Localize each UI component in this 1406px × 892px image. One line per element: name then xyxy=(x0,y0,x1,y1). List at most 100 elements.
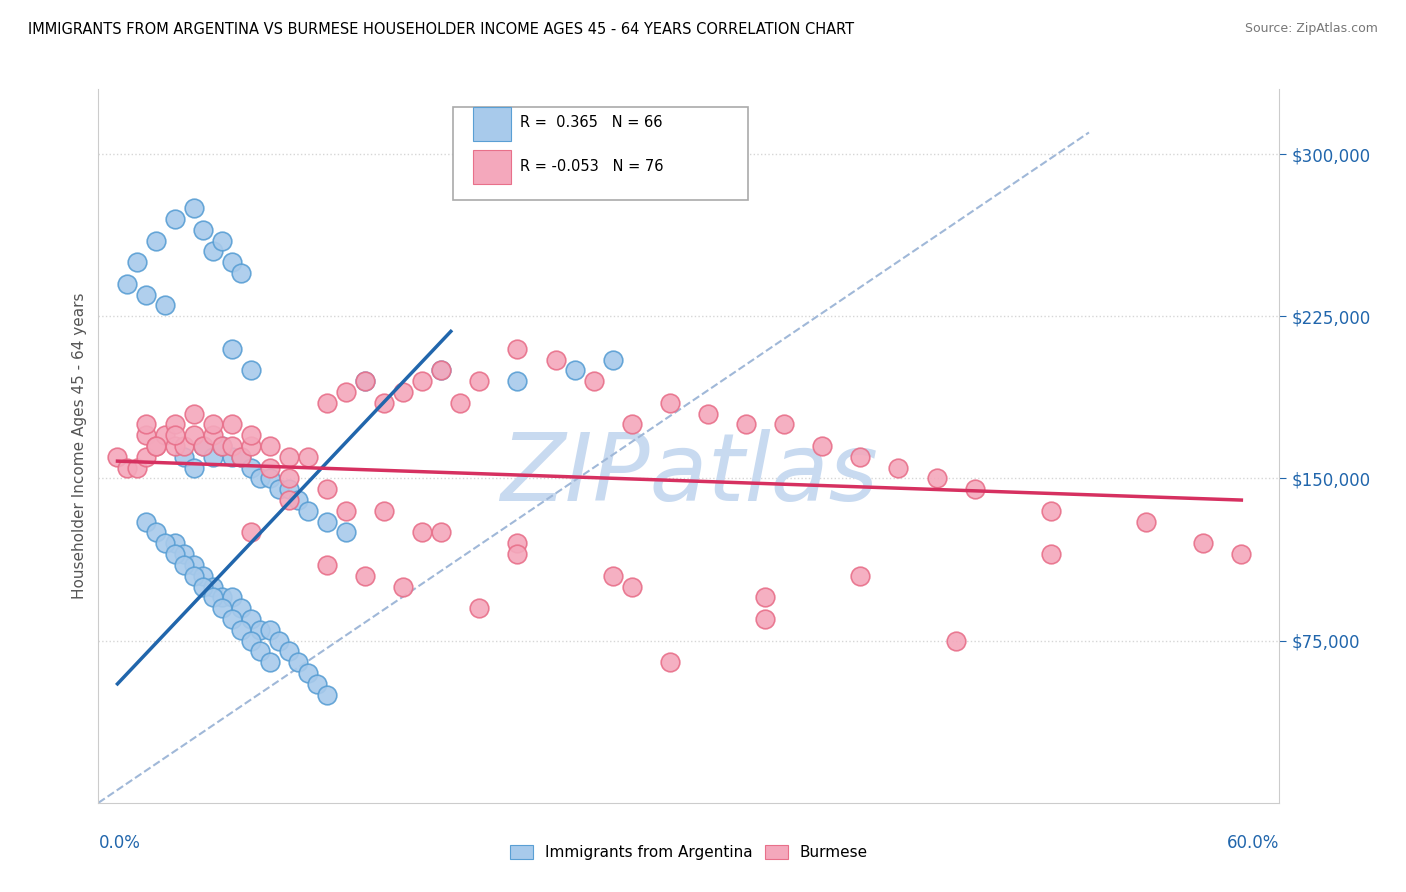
Point xyxy=(335,525,357,540)
Point xyxy=(221,342,243,356)
Point xyxy=(125,255,148,269)
Point xyxy=(201,244,224,259)
Point xyxy=(163,547,186,561)
Point xyxy=(277,471,299,485)
Point xyxy=(153,428,176,442)
Point xyxy=(115,460,138,475)
Point xyxy=(125,460,148,475)
Point xyxy=(582,374,605,388)
Point xyxy=(163,536,186,550)
Point xyxy=(963,482,986,496)
Point xyxy=(754,591,776,605)
Point xyxy=(506,547,529,561)
Point xyxy=(135,515,157,529)
Point xyxy=(1039,547,1062,561)
Point xyxy=(449,396,471,410)
Point xyxy=(239,612,262,626)
Point xyxy=(259,460,281,475)
Text: IMMIGRANTS FROM ARGENTINA VS BURMESE HOUSEHOLDER INCOME AGES 45 - 64 YEARS CORRE: IMMIGRANTS FROM ARGENTINA VS BURMESE HOU… xyxy=(28,22,855,37)
Point xyxy=(211,439,233,453)
Point xyxy=(135,428,157,442)
Text: 0.0%: 0.0% xyxy=(98,834,141,852)
Point xyxy=(564,363,586,377)
Point xyxy=(373,396,395,410)
Point xyxy=(811,439,834,453)
Point xyxy=(620,417,643,432)
Point xyxy=(658,655,681,669)
Point xyxy=(221,417,243,432)
Point xyxy=(411,374,433,388)
Point xyxy=(249,644,271,658)
Point xyxy=(201,417,224,432)
Point xyxy=(1230,547,1253,561)
Point xyxy=(211,591,233,605)
Point xyxy=(231,623,253,637)
Point xyxy=(277,482,299,496)
Point xyxy=(354,374,377,388)
Point xyxy=(259,471,281,485)
Point xyxy=(231,601,253,615)
Point xyxy=(354,374,377,388)
Point xyxy=(221,255,243,269)
Point xyxy=(259,623,281,637)
Point xyxy=(163,439,186,453)
Point xyxy=(354,568,377,582)
Text: ZIPatlas: ZIPatlas xyxy=(501,429,877,520)
Point xyxy=(316,396,339,410)
Text: R = -0.053   N = 76: R = -0.053 N = 76 xyxy=(520,159,664,174)
Point xyxy=(183,568,205,582)
Point xyxy=(193,580,215,594)
Point xyxy=(1192,536,1215,550)
Point xyxy=(430,525,453,540)
Point xyxy=(239,460,262,475)
Point xyxy=(135,287,157,301)
Point xyxy=(115,277,138,291)
Point xyxy=(1039,504,1062,518)
Point xyxy=(183,407,205,421)
Point xyxy=(201,428,224,442)
Point xyxy=(193,439,215,453)
Point xyxy=(735,417,758,432)
Point xyxy=(249,623,271,637)
Point xyxy=(163,428,186,442)
Point xyxy=(173,547,195,561)
Point xyxy=(249,471,271,485)
Point xyxy=(211,439,233,453)
Point xyxy=(107,450,129,464)
Point xyxy=(183,460,205,475)
Point xyxy=(211,601,233,615)
Point xyxy=(468,374,491,388)
Point xyxy=(411,525,433,540)
Point xyxy=(239,633,262,648)
Point xyxy=(145,439,167,453)
Point xyxy=(316,515,339,529)
Point xyxy=(506,342,529,356)
Point xyxy=(430,363,453,377)
Point xyxy=(658,396,681,410)
Point xyxy=(231,266,253,280)
Y-axis label: Householder Income Ages 45 - 64 years: Householder Income Ages 45 - 64 years xyxy=(72,293,87,599)
Point xyxy=(297,666,319,681)
Point xyxy=(183,428,205,442)
Point xyxy=(201,591,224,605)
Point xyxy=(602,352,624,367)
Point xyxy=(335,504,357,518)
Point xyxy=(239,439,262,453)
Point xyxy=(221,591,243,605)
Point xyxy=(287,493,309,508)
Point xyxy=(173,439,195,453)
Point xyxy=(183,558,205,572)
Point xyxy=(239,428,262,442)
Point xyxy=(316,558,339,572)
Point xyxy=(373,504,395,518)
Point xyxy=(620,580,643,594)
Point xyxy=(145,234,167,248)
Point xyxy=(849,568,872,582)
Point xyxy=(239,363,262,377)
Legend: Immigrants from Argentina, Burmese: Immigrants from Argentina, Burmese xyxy=(503,839,875,866)
Point xyxy=(231,450,253,464)
Point xyxy=(211,234,233,248)
Text: R =  0.365   N = 66: R = 0.365 N = 66 xyxy=(520,115,662,130)
Point xyxy=(945,633,967,648)
Point xyxy=(506,374,529,388)
